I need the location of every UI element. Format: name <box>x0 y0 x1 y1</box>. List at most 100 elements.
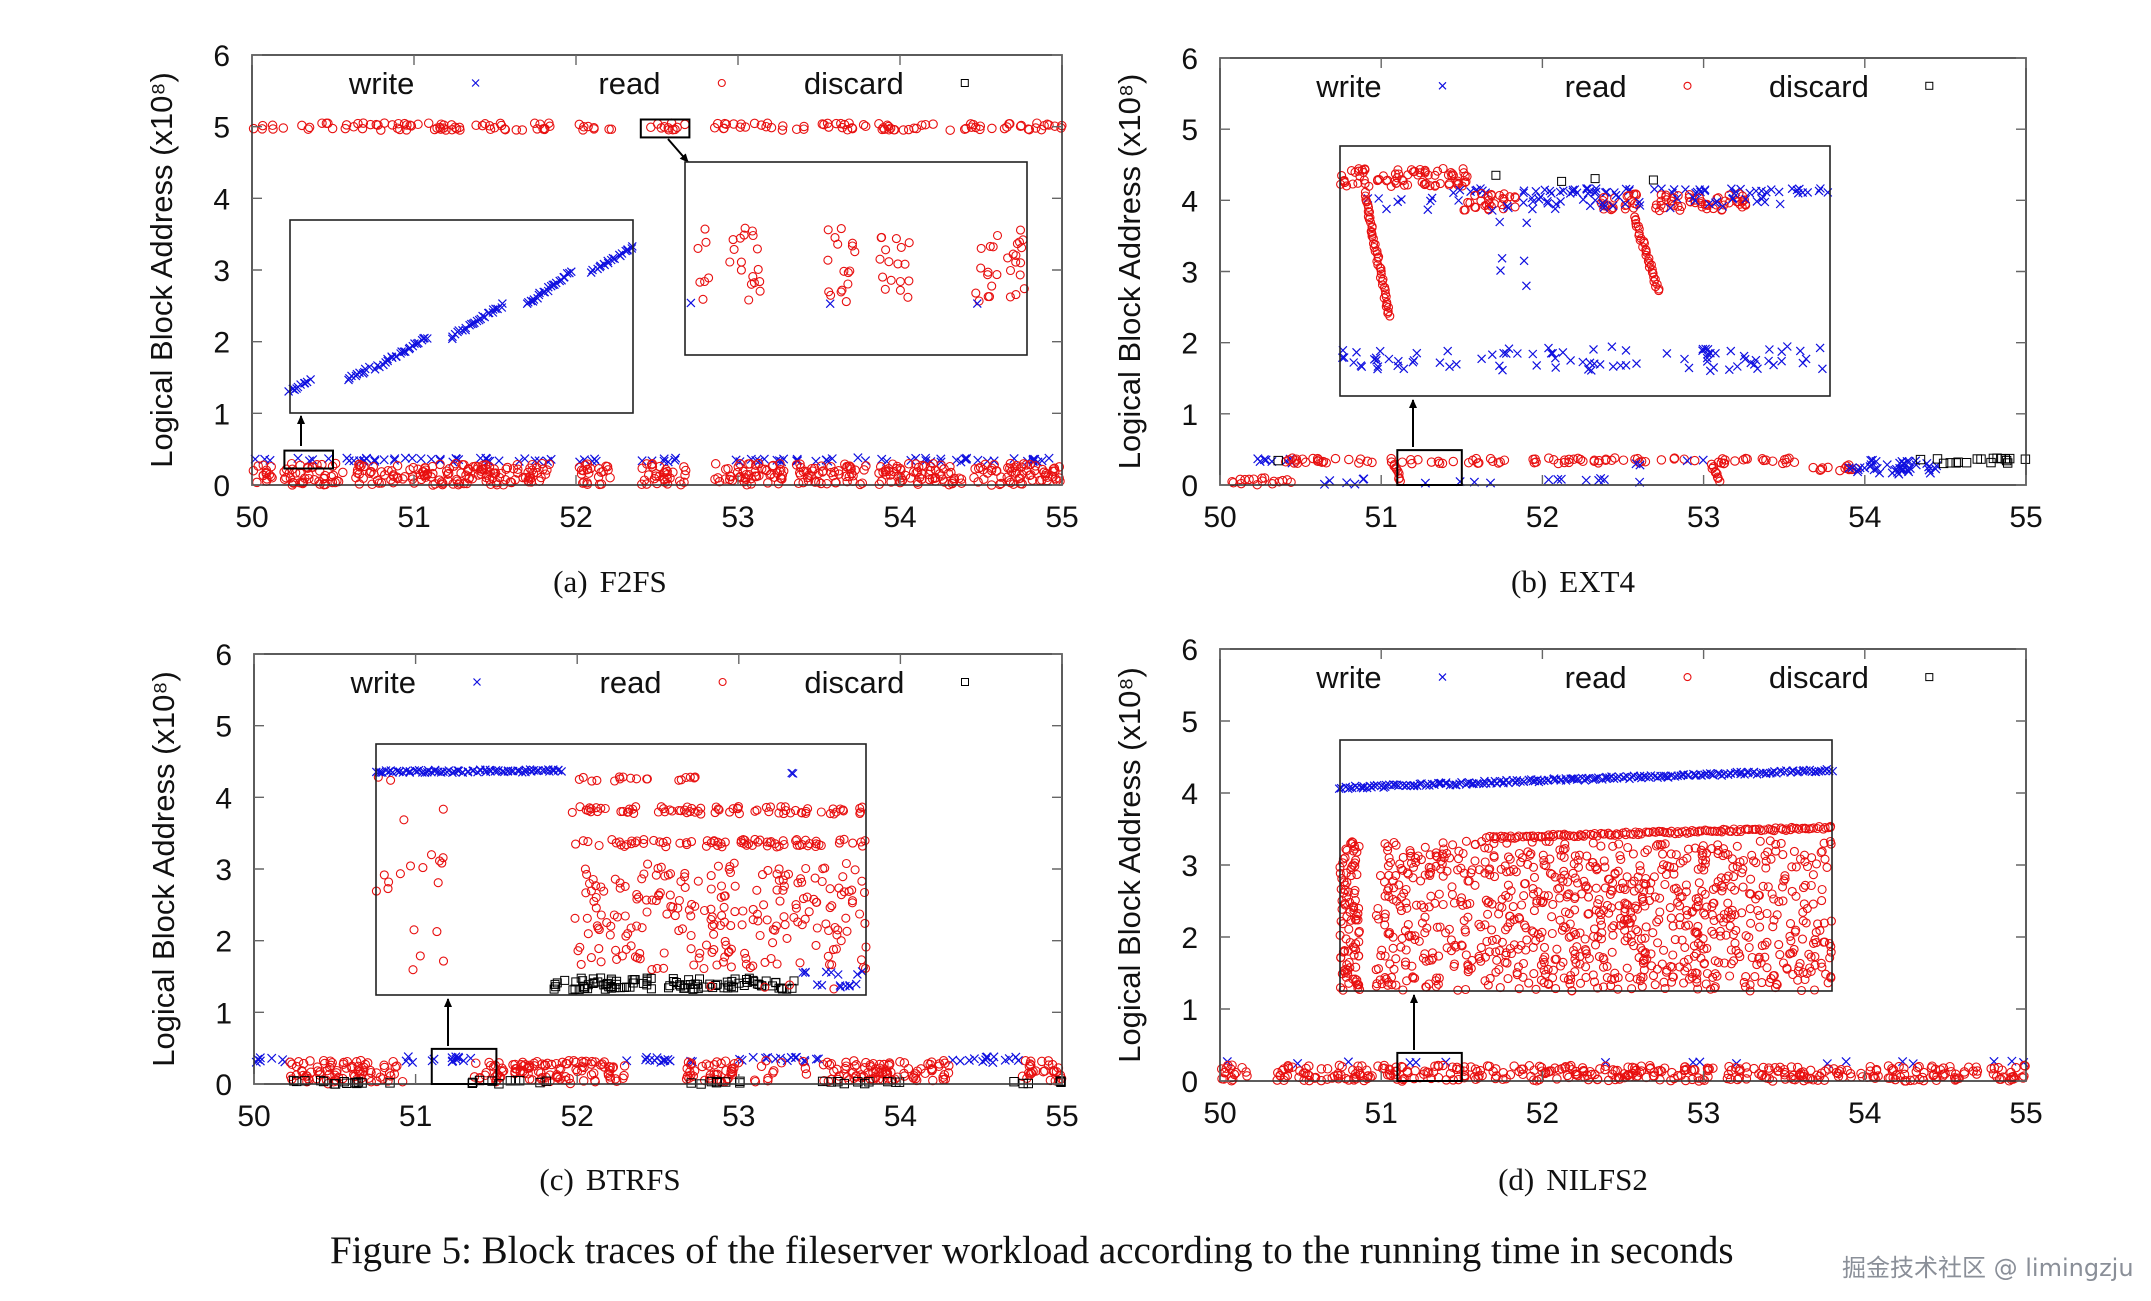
write-point <box>1869 465 1879 475</box>
write-point <box>284 386 294 396</box>
x-tick-label: 54 <box>1848 1097 1881 1130</box>
read-point <box>481 460 491 470</box>
read-point <box>819 119 829 130</box>
read-point <box>1505 192 1515 202</box>
read-point <box>1367 223 1377 233</box>
write-cluster <box>686 298 696 308</box>
read-point <box>700 224 710 234</box>
read-point <box>1620 200 1630 211</box>
read-point <box>988 242 998 252</box>
read-point <box>987 123 997 134</box>
read-point <box>1476 196 1486 206</box>
write-point <box>1700 185 1710 195</box>
discard-point <box>1988 453 1999 464</box>
read-point <box>775 459 785 469</box>
y-axis-label: Logical Block Address (x10⁸) <box>144 72 179 468</box>
write-cluster <box>251 1053 290 1067</box>
write-point <box>1705 348 1715 358</box>
read-point <box>765 470 775 480</box>
read-point <box>844 461 855 471</box>
write-point <box>1764 356 1774 366</box>
write-point <box>1874 468 1885 478</box>
read-point <box>1011 290 1021 300</box>
read-point <box>354 469 365 479</box>
read-point <box>1032 118 1042 128</box>
y-tick-label: 0 <box>215 1069 232 1102</box>
zoom-inset <box>284 219 637 414</box>
write-point <box>1710 198 1720 208</box>
read-point <box>713 473 723 483</box>
read-point <box>1007 463 1018 473</box>
x-tick-label: 53 <box>722 1100 755 1133</box>
write-point <box>1761 187 1771 197</box>
read-point <box>1544 453 1554 463</box>
read-point <box>843 268 853 278</box>
read-point <box>1056 123 1066 133</box>
write-point <box>1741 194 1751 204</box>
read-cluster <box>875 232 914 302</box>
write-point <box>1548 348 1558 358</box>
write-point <box>426 454 437 464</box>
read-point <box>896 472 906 483</box>
write-point <box>1542 196 1552 206</box>
write-point <box>420 333 429 343</box>
x-tick-label: 50 <box>237 1100 270 1133</box>
read-point <box>1435 179 1445 189</box>
legend-label-discard: discard <box>1769 660 1869 695</box>
write-point <box>1566 355 1576 365</box>
read-point <box>511 125 522 135</box>
write-point <box>1350 479 1360 489</box>
read-point <box>680 465 691 476</box>
read-point <box>878 272 888 282</box>
read-point <box>388 470 399 480</box>
read-point <box>1654 286 1664 296</box>
write-point <box>1356 361 1366 371</box>
read-point <box>1415 168 1425 178</box>
panel-caption: (b) EXT4 <box>1511 564 1635 599</box>
legend-label-discard: discard <box>804 665 904 700</box>
read-point <box>357 123 368 134</box>
read-point <box>326 471 337 482</box>
read-point <box>593 472 604 482</box>
panel-caption-label: (d) <box>1498 1162 1534 1197</box>
y-tick-label: 6 <box>215 639 232 672</box>
read-point <box>755 286 765 296</box>
read-point <box>477 120 488 131</box>
read-point <box>663 123 673 133</box>
read-point <box>456 468 466 478</box>
read-point <box>576 469 587 479</box>
write-point <box>1866 460 1876 470</box>
read-point <box>441 125 451 135</box>
read-point <box>816 478 826 489</box>
read-point <box>1377 280 1388 290</box>
panel-caption: (c) BTRFS <box>539 1162 680 1197</box>
read-point <box>975 462 986 472</box>
write-point <box>1607 342 1617 352</box>
write-point <box>1859 463 1870 473</box>
write-point <box>410 339 419 349</box>
write-point <box>407 453 417 463</box>
y-tick-label: 3 <box>1181 850 1198 883</box>
discard-point <box>1915 454 1926 465</box>
write-point <box>1585 358 1595 368</box>
x-tick-label: 53 <box>1687 1097 1720 1130</box>
write-point <box>1801 354 1811 364</box>
read-point <box>485 124 496 135</box>
read-point <box>1048 466 1058 477</box>
y-tick-label: 1 <box>215 997 232 1030</box>
read-point <box>364 468 375 479</box>
read-point <box>823 225 833 235</box>
write-point <box>1782 342 1792 351</box>
read-point <box>896 465 906 475</box>
y-tick-label: 5 <box>1181 114 1198 147</box>
read-point <box>756 464 767 474</box>
inset-background <box>290 220 633 413</box>
write-point <box>526 296 536 306</box>
zoom-inset <box>684 161 1029 356</box>
read-point <box>500 475 511 485</box>
read-point <box>1485 453 1496 464</box>
write-point <box>1614 192 1624 202</box>
write-point <box>1680 354 1689 364</box>
